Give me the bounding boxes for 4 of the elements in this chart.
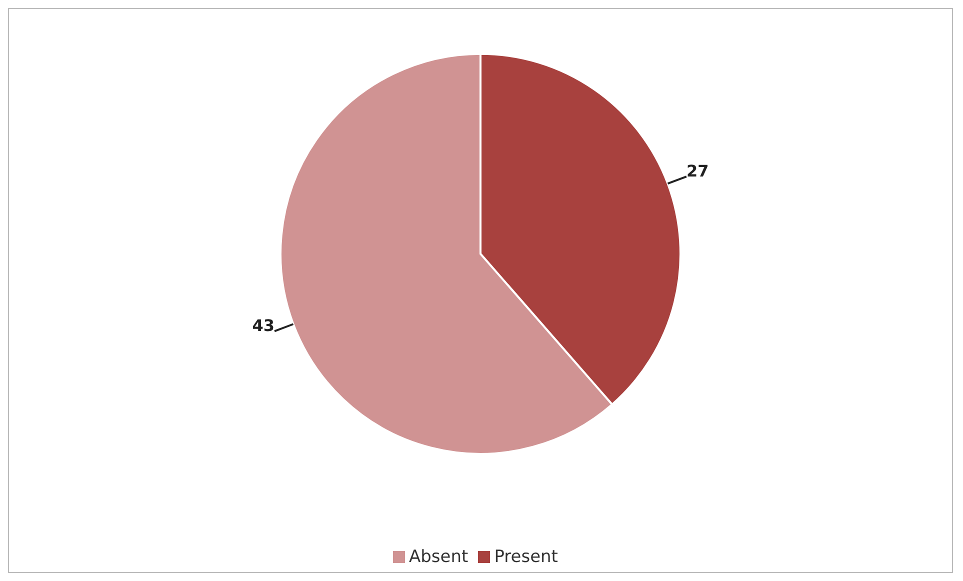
legend-label: Absent xyxy=(409,547,468,567)
data-label: 27 xyxy=(686,162,709,181)
data-label: 43 xyxy=(252,316,275,336)
legend-label: Present xyxy=(494,547,558,567)
